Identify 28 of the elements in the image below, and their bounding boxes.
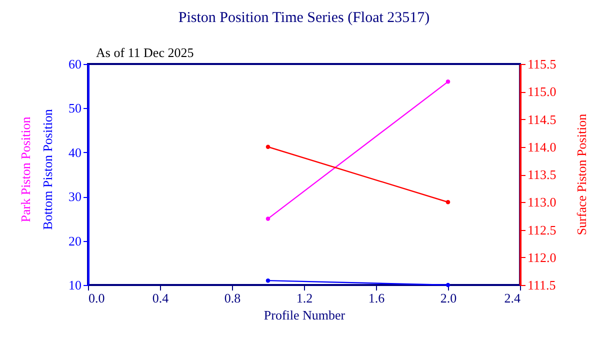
x-axis-title: Profile Number	[264, 308, 346, 322]
x-tick-label: 0.4	[152, 290, 170, 306]
y2-tick-label: 113.5	[528, 167, 556, 182]
y2-tick-label: 114.0	[528, 139, 556, 154]
y-tick-label: 10	[68, 278, 82, 292]
y2-tick-label: 115.5	[528, 56, 556, 72]
y2-tick-label: 114.5	[528, 112, 556, 127]
text: As of 11 Dec 2025	[96, 45, 194, 60]
chart-title: Piston Position Time Series (Float 23517)	[178, 10, 430, 26]
y2-tick-label: 113.0	[528, 194, 556, 210]
y2-tick-label: 111.5	[528, 278, 556, 292]
x-tick-label: 1.6	[368, 290, 386, 306]
y2-tick-label: 112.0	[528, 250, 556, 265]
x-tick-label: 0.0	[88, 290, 105, 306]
x-tick-label: 1.2	[296, 290, 313, 306]
x-tick-label: 0.8	[224, 290, 241, 306]
y-tick-label: 50	[68, 100, 82, 116]
x-tick-label: 2.4	[504, 290, 521, 306]
y-tick-label: 40	[68, 144, 82, 160]
text: Bottom Piston Position	[40, 108, 55, 230]
x-tick-label: 2.0	[440, 290, 457, 306]
y2-tick-label: 115.0	[528, 84, 556, 100]
y-tick-label: 20	[68, 233, 82, 248]
text: Park Piston Position	[18, 116, 33, 222]
y-tick-label: 30	[68, 189, 82, 204]
text: Surface Piston Position	[574, 113, 589, 236]
y-tick-label: 60	[68, 56, 82, 72]
y2-tick-label: 112.5	[528, 222, 556, 238]
